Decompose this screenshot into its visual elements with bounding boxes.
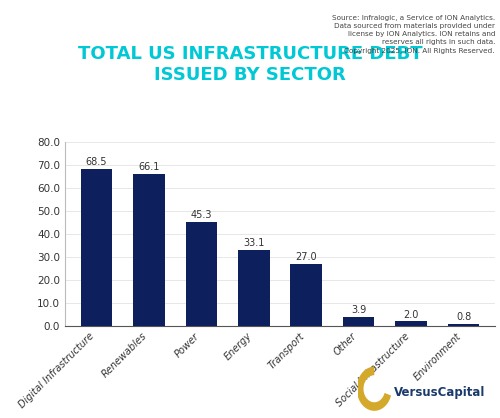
Text: 33.1: 33.1 bbox=[243, 238, 264, 248]
Text: 3.9: 3.9 bbox=[351, 305, 366, 315]
Bar bbox=[133, 174, 164, 326]
Text: 68.5: 68.5 bbox=[86, 157, 107, 167]
Text: Infrastructure Market: Infrastructure Market bbox=[154, 9, 346, 27]
Text: 27.0: 27.0 bbox=[296, 252, 317, 262]
Text: TOTAL US INFRASTRUCTURE DEBT
ISSUED BY SECTOR: TOTAL US INFRASTRUCTURE DEBT ISSUED BY S… bbox=[78, 46, 422, 84]
Bar bbox=[448, 324, 480, 326]
Polygon shape bbox=[356, 367, 391, 411]
Text: 45.3: 45.3 bbox=[190, 210, 212, 220]
Text: VersusCapital: VersusCapital bbox=[394, 386, 485, 399]
Text: Source: Infralogic, a Service of ION Analytics.
Data sourced from materials prov: Source: Infralogic, a Service of ION Ana… bbox=[332, 15, 495, 54]
Bar bbox=[396, 321, 427, 326]
Text: 2.0: 2.0 bbox=[404, 310, 419, 320]
Text: (USD, Billions): (USD, Billions) bbox=[210, 115, 290, 125]
Bar bbox=[80, 168, 112, 326]
Text: 0.8: 0.8 bbox=[456, 312, 471, 322]
Bar bbox=[290, 264, 322, 326]
Text: 66.1: 66.1 bbox=[138, 162, 160, 172]
Bar bbox=[186, 222, 217, 326]
Bar bbox=[238, 250, 270, 326]
Bar bbox=[343, 317, 374, 326]
